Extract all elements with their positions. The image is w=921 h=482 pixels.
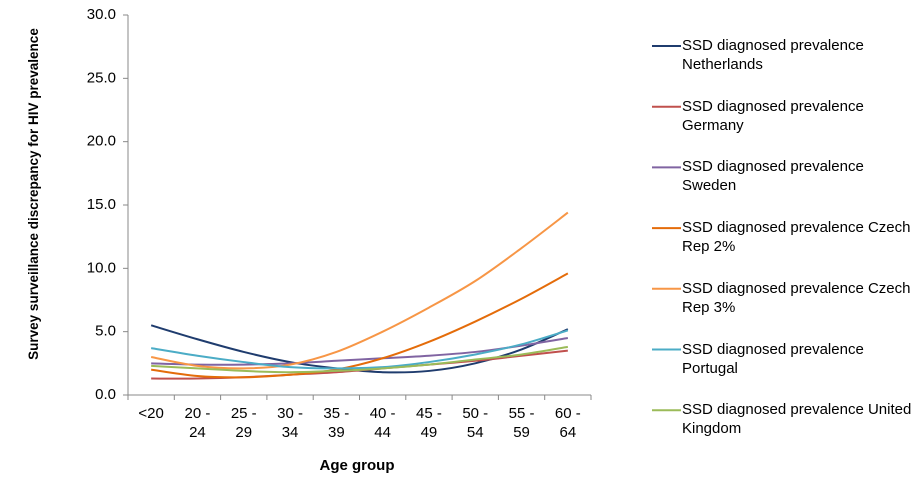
x-tick-label: 55 - 59 xyxy=(508,405,535,441)
series-line xyxy=(150,329,569,370)
y-tick-label: 0.0 xyxy=(95,386,116,403)
x-tick-label: 25 - 29 xyxy=(230,405,257,441)
y-tick-label: 20.0 xyxy=(87,133,116,150)
series-line xyxy=(150,211,569,370)
legend-label: SSD diagnosed prevalence Czech Rep 3% xyxy=(682,279,911,316)
y-tick-label: 5.0 xyxy=(95,323,116,340)
y-tick-label: 15.0 xyxy=(87,196,116,213)
legend-label: SSD diagnosed prevalence Czech Rep 2% xyxy=(682,219,911,256)
legend-label: SSD diagnosed prevalence Sweden xyxy=(682,158,864,195)
x-tick-label: 20 - 24 xyxy=(184,405,211,441)
legend-label: SSD diagnosed prevalence United Kingdom xyxy=(682,401,912,438)
x-tick-label: 40 - 44 xyxy=(369,405,396,441)
x-tick-label: 60 - 64 xyxy=(554,405,581,441)
y-axis-title: Survey surveillance discrepancy for HIV … xyxy=(26,28,41,360)
series-line xyxy=(151,272,569,379)
x-tick-label: 35 - 39 xyxy=(323,405,350,441)
x-tick-label: 50 - 54 xyxy=(462,405,489,441)
y-tick-label: 25.0 xyxy=(87,69,116,86)
legend-label: SSD diagnosed prevalence Portugal xyxy=(682,340,864,377)
y-tick-label: 30.0 xyxy=(87,6,116,23)
legend-label: SSD diagnosed prevalence Netherlands xyxy=(682,37,864,73)
x-tick-label: 45 - 49 xyxy=(416,405,442,441)
series-line xyxy=(151,345,569,374)
x-tick-label: 30 - 34 xyxy=(277,405,303,441)
y-tick-label: 10.0 xyxy=(87,259,116,276)
legend-label: SSD diagnosed prevalence Germany xyxy=(682,97,864,134)
x-tick-label: <20 xyxy=(138,405,164,422)
x-axis-title: Age group xyxy=(319,457,395,474)
